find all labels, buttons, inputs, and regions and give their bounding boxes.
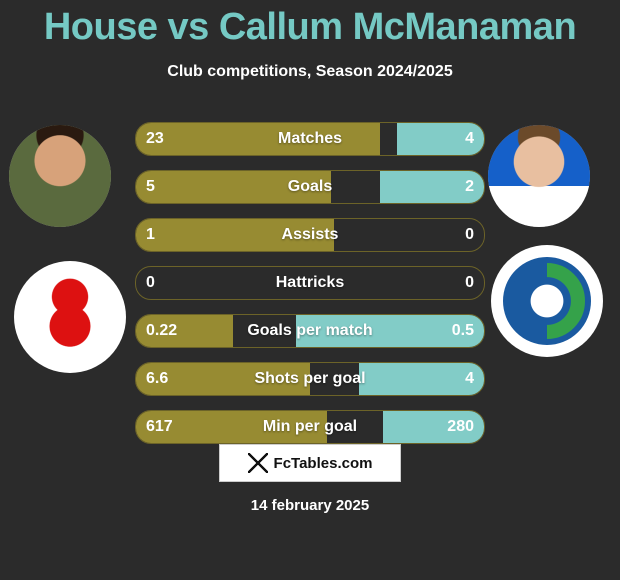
stat-bar: 234Matches: [135, 122, 485, 156]
page-title: House vs Callum McManaman: [0, 0, 620, 49]
stat-bar: 6.64Shots per goal: [135, 362, 485, 396]
stat-bar-list: 234Matches 52Goals 10Assists 00Hattricks 0.2…: [135, 122, 485, 458]
stat-bar: 00Hattricks: [135, 266, 485, 300]
club-right-crest: [491, 245, 603, 357]
stat-label: Shots per goal: [136, 363, 484, 395]
date-label: 14 february 2025: [0, 497, 620, 514]
stat-label: Matches: [136, 123, 484, 155]
player-left-avatar: [9, 125, 111, 227]
stat-bar: 0.220.5Goals per match: [135, 314, 485, 348]
stat-label: Goals: [136, 171, 484, 203]
player-right-face: [488, 125, 590, 227]
stat-bar: 52Goals: [135, 170, 485, 204]
brand-box[interactable]: FcTables.com: [219, 444, 401, 482]
brand-label: FcTables.com: [274, 455, 373, 472]
player-left-face: [9, 125, 111, 227]
player-right-avatar: [488, 125, 590, 227]
stat-label: Goals per match: [136, 315, 484, 347]
stat-bar: 10Assists: [135, 218, 485, 252]
brand-logo-icon: [248, 453, 268, 473]
stat-label: Assists: [136, 219, 484, 251]
stat-label: Hattricks: [136, 267, 484, 299]
club-left-crest: [14, 261, 126, 373]
stat-bar: 617280Min per goal: [135, 410, 485, 444]
subtitle: Club competitions, Season 2024/2025: [0, 63, 620, 81]
stat-label: Min per goal: [136, 411, 484, 443]
